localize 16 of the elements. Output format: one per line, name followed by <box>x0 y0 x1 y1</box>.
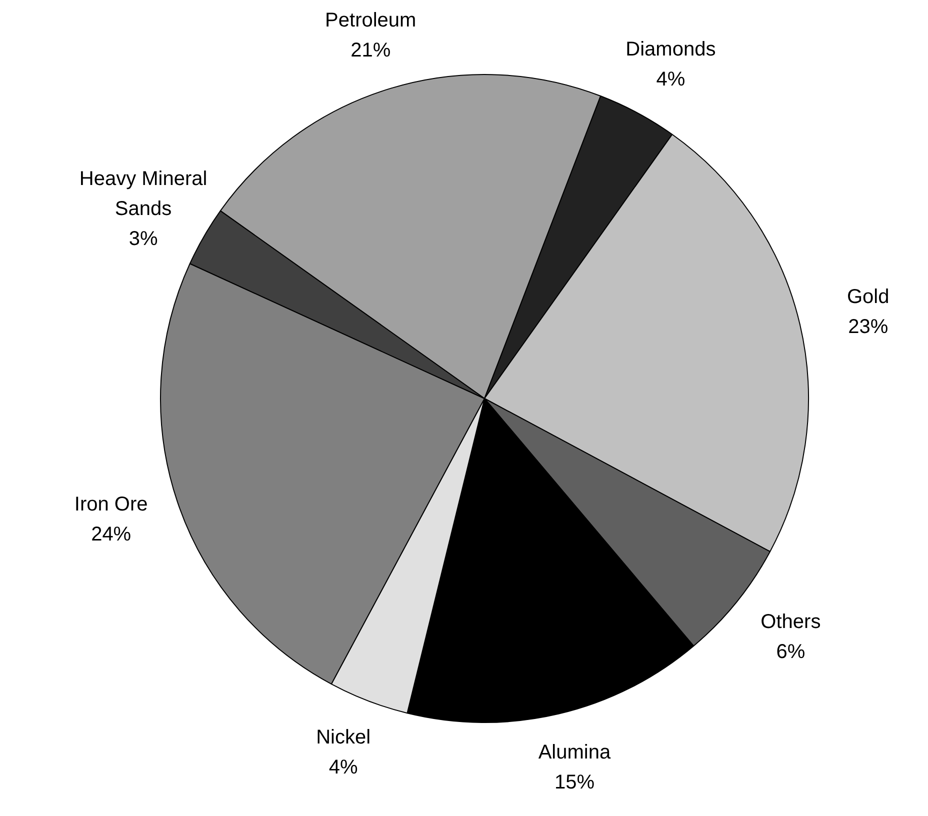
slice-label: Diamonds <box>626 38 716 60</box>
data-label: 15% <box>554 771 595 794</box>
slice-label: Nickel <box>316 726 371 748</box>
slice-label: Iron Ore <box>74 493 148 516</box>
slice-label: Heavy Mineral Sands <box>79 168 208 220</box>
slice-label: Others <box>760 611 821 634</box>
data-label: 4% <box>656 68 686 90</box>
data-label: 21% <box>350 40 391 62</box>
slice-label: Gold <box>846 286 890 308</box>
data-label: 6% <box>776 641 806 664</box>
data-label: 24% <box>91 523 132 546</box>
slice-label: Petroleum <box>325 10 416 32</box>
data-label: 3% <box>128 228 158 250</box>
data-label: 4% <box>328 756 358 778</box>
slice-label: Alumina <box>538 741 612 764</box>
data-label: 23% <box>848 316 888 338</box>
